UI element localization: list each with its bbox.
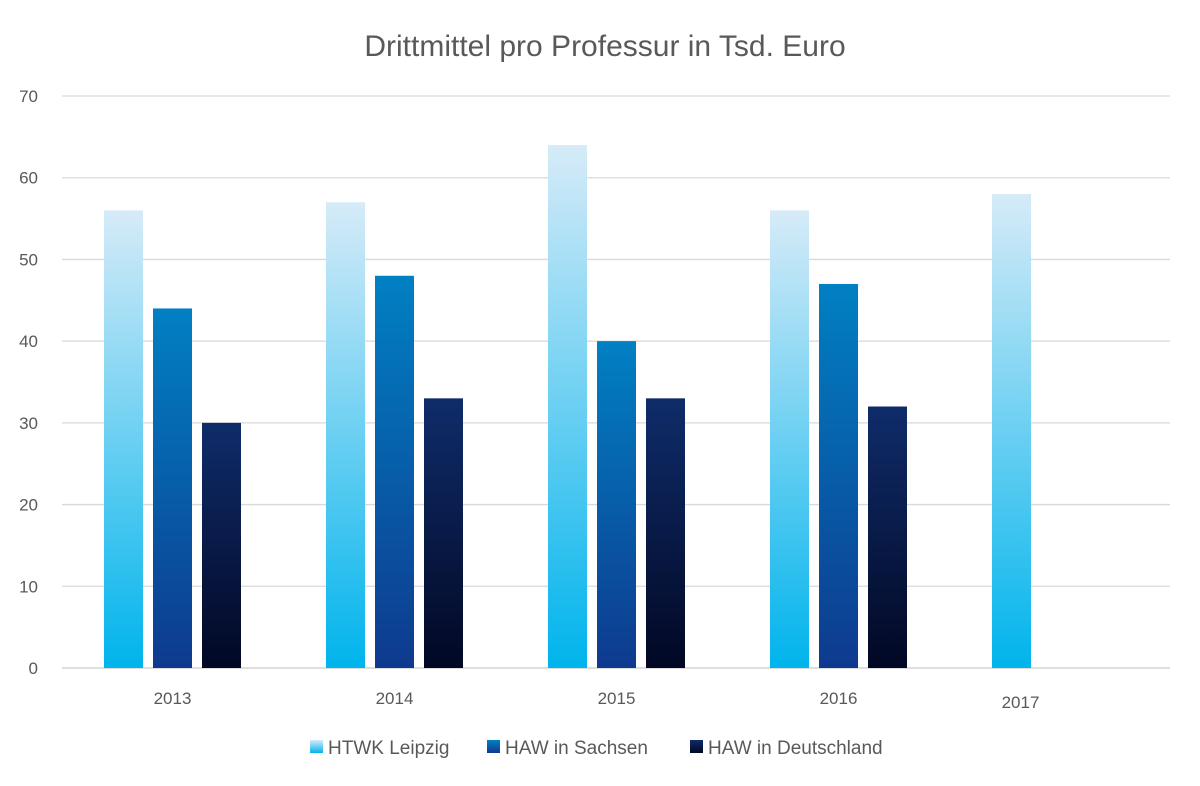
legend: HTWK Leipzig HAW in Sachsen HAW in Deutsch… — [310, 738, 883, 759]
y-tick-label: 40 — [19, 332, 38, 351]
bar-haw-in-sachsen-2016 — [819, 283, 858, 668]
y-axis-ticks: 0 10 20 30 40 50 60 70 — [19, 87, 38, 678]
x-tick-label: 2013 — [154, 689, 192, 708]
bars — [104, 145, 1031, 669]
bar-htwk-leipzig-2016 — [770, 210, 809, 668]
bar-htwk-leipzig-2013 — [104, 210, 143, 668]
x-axis-ticks: 2013 2014 2015 2016 2017 — [154, 689, 1040, 712]
x-tick-label: 2016 — [820, 689, 858, 708]
bar-htwk-leipzig-2015 — [548, 145, 587, 668]
x-tick-label: 2015 — [598, 689, 636, 708]
legend-label: HAW in Sachsen — [505, 738, 648, 759]
legend-swatch — [310, 740, 323, 753]
bar-haw-in-deutschland-2016 — [868, 406, 907, 668]
legend-swatch — [690, 740, 703, 753]
bar-htwk-leipzig-2017 — [992, 194, 1031, 669]
x-tick-label: 2014 — [376, 689, 414, 708]
y-tick-label: 20 — [19, 496, 38, 515]
bar-haw-in-sachsen-2013 — [153, 308, 192, 668]
y-tick-label: 60 — [19, 169, 38, 188]
bar-htwk-leipzig-2014 — [326, 202, 365, 668]
y-tick-label: 10 — [19, 577, 38, 596]
legend-label: HTWK Leipzig — [328, 738, 449, 759]
x-tick-label: 2017 — [1002, 693, 1040, 712]
legend-swatch — [487, 740, 500, 753]
legend-item: HAW in Deutschland — [690, 738, 883, 759]
bar-haw-in-sachsen-2014 — [375, 275, 414, 668]
chart-title: Drittmittel pro Professur in Tsd. Euro — [364, 30, 845, 63]
y-tick-label: 70 — [19, 87, 38, 106]
y-tick-label: 30 — [19, 414, 38, 433]
bar-haw-in-deutschland-2013 — [202, 422, 241, 668]
y-tick-label: 50 — [19, 250, 38, 269]
legend-label: HAW in Deutschland — [708, 738, 883, 759]
bar-haw-in-sachsen-2015 — [597, 341, 636, 668]
legend-item: HAW in Sachsen — [487, 738, 648, 759]
legend-item: HTWK Leipzig — [310, 738, 449, 759]
y-tick-label: 0 — [29, 659, 38, 678]
bar-haw-in-deutschland-2014 — [424, 398, 463, 668]
bar-haw-in-deutschland-2015 — [646, 398, 685, 668]
